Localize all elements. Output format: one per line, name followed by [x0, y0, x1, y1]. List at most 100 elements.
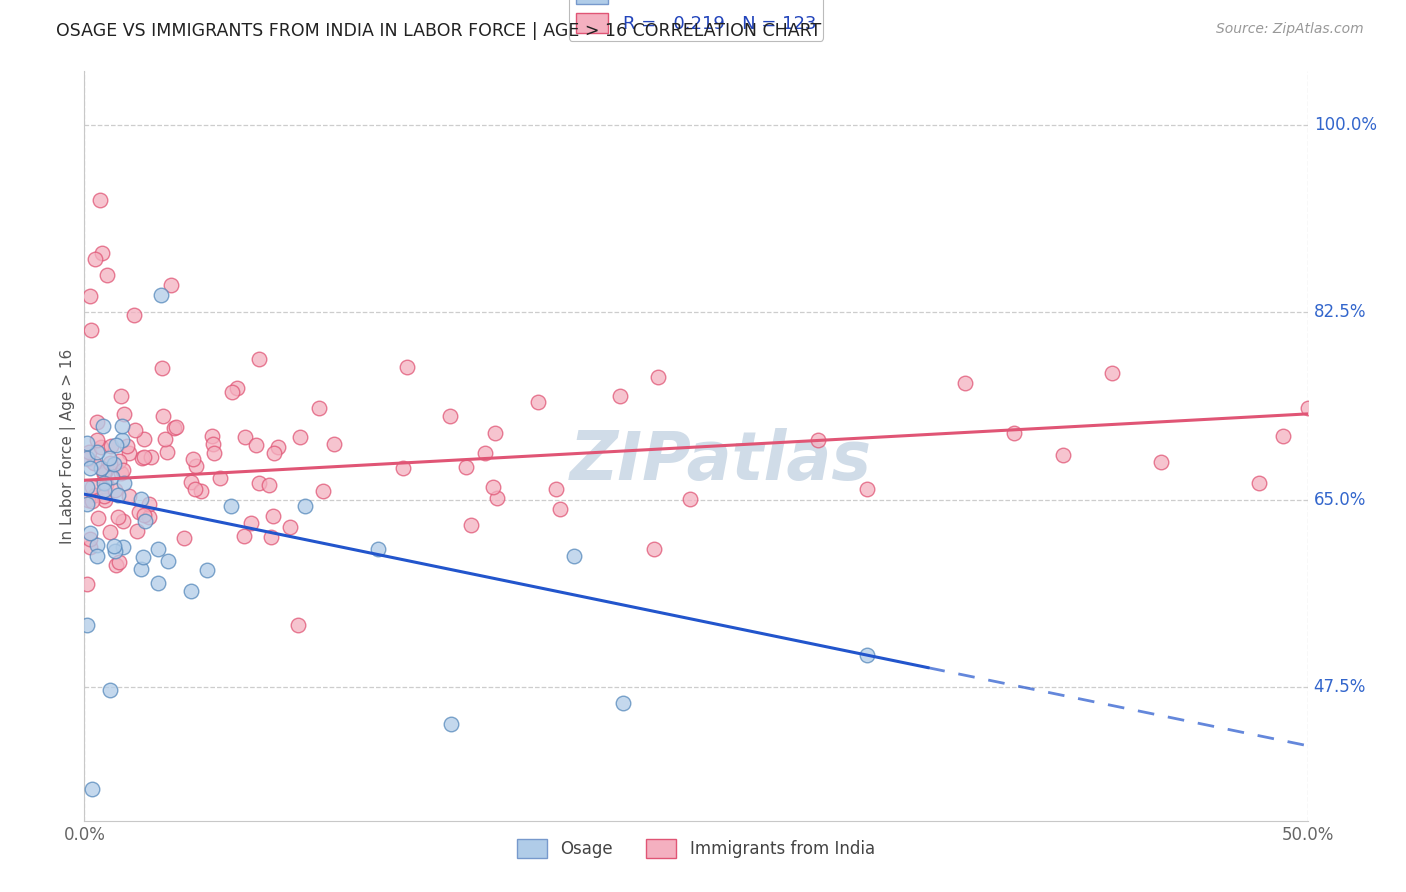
Point [94, 477, 117, 491]
Point [98, 682, 121, 697]
Point [86, 549, 108, 563]
Point [454, 459, 477, 474]
Point [79, 532, 101, 546]
Point [221, 384, 243, 399]
Point [280, 520, 302, 534]
Point [202, 446, 225, 460]
Point [439, 409, 461, 424]
Point [267, 440, 290, 454]
Point [294, 499, 316, 513]
Point [163, 421, 186, 435]
Point [440, 717, 463, 731]
Point [180, 584, 202, 599]
Point [134, 508, 156, 522]
Point [138, 497, 160, 511]
Point [856, 483, 879, 497]
Point [367, 542, 389, 557]
Point [165, 420, 187, 434]
Text: 100.0%: 100.0% [1313, 116, 1376, 134]
Point [103, 539, 125, 553]
Point [76, 618, 98, 632]
Point [107, 510, 129, 524]
Point [86, 444, 108, 458]
Point [90, 460, 112, 475]
Point [152, 409, 174, 423]
Point [94, 463, 117, 477]
Point [108, 555, 131, 569]
Point [226, 381, 249, 395]
Point [110, 467, 132, 481]
Point [146, 576, 169, 591]
Point [79, 540, 101, 554]
Point [115, 439, 138, 453]
Point [612, 696, 634, 710]
Point [219, 499, 242, 513]
Point [150, 360, 173, 375]
Text: ZIPatlas: ZIPatlas [569, 428, 872, 494]
Point [609, 389, 631, 403]
Point [807, 433, 830, 447]
Point [104, 483, 127, 498]
Point [678, 491, 700, 506]
Point [98, 525, 121, 540]
Point [134, 515, 156, 529]
Point [76, 451, 98, 466]
Point [527, 394, 550, 409]
Point [76, 577, 98, 591]
Point [118, 446, 141, 460]
Point [1272, 429, 1295, 443]
Point [124, 423, 146, 437]
Point [460, 518, 482, 533]
Point [131, 450, 153, 465]
Point [263, 446, 285, 460]
Point [395, 359, 418, 374]
Point [202, 437, 225, 451]
Point [90, 246, 112, 260]
Point [104, 544, 127, 558]
Point [1150, 455, 1173, 469]
Point [209, 471, 232, 485]
Point [96, 268, 118, 282]
Point [180, 475, 202, 489]
Point [482, 480, 505, 494]
Point [132, 549, 155, 564]
Point [128, 504, 150, 518]
Point [1247, 475, 1270, 490]
Y-axis label: In Labor Force | Age > 16: In Labor Force | Age > 16 [60, 349, 76, 543]
Point [548, 502, 571, 516]
Point [93, 475, 115, 490]
Point [156, 554, 179, 568]
Point [134, 432, 156, 446]
Point [138, 509, 160, 524]
Point [79, 460, 101, 475]
Point [76, 436, 98, 450]
Point [485, 491, 508, 506]
Point [93, 465, 115, 479]
Point [76, 479, 98, 493]
Point [150, 288, 173, 302]
Point [146, 541, 169, 556]
Point [287, 618, 309, 632]
Point [262, 508, 284, 523]
Text: 82.5%: 82.5% [1313, 303, 1367, 321]
Point [562, 549, 585, 563]
Point [181, 452, 204, 467]
Point [82, 480, 104, 494]
Text: 47.5%: 47.5% [1313, 678, 1367, 696]
Point [110, 389, 132, 403]
Point [84, 252, 107, 266]
Point [201, 428, 224, 442]
Legend: Osage, Immigrants from India: Osage, Immigrants from India [510, 832, 882, 864]
Point [643, 541, 665, 556]
Point [98, 456, 121, 470]
Point [86, 538, 108, 552]
Point [323, 437, 346, 451]
Point [112, 514, 135, 528]
Point [118, 489, 141, 503]
Point [1101, 366, 1123, 380]
Point [173, 532, 195, 546]
Point [953, 376, 976, 391]
Text: 65.0%: 65.0% [1313, 491, 1367, 508]
Point [156, 445, 179, 459]
Point [91, 419, 114, 434]
